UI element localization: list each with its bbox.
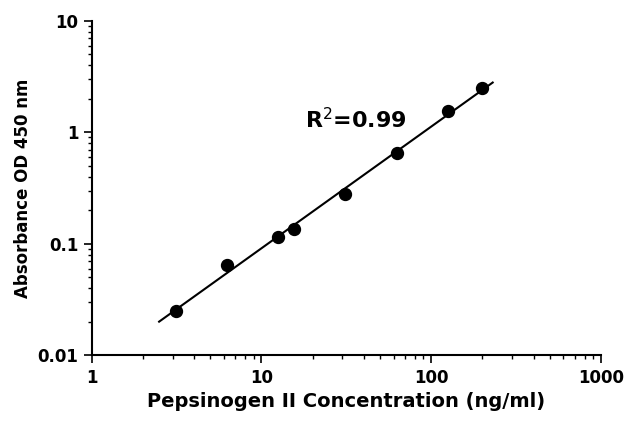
Point xyxy=(221,261,232,268)
Point xyxy=(272,234,283,241)
Point xyxy=(477,85,487,91)
Y-axis label: Absorbance OD 450 nm: Absorbance OD 450 nm xyxy=(14,79,32,298)
Point xyxy=(170,308,181,314)
Point xyxy=(289,226,299,233)
Text: R$^2$=0.99: R$^2$=0.99 xyxy=(305,107,406,132)
Point xyxy=(340,191,350,198)
X-axis label: Pepsinogen II Concentration (ng/ml): Pepsinogen II Concentration (ng/ml) xyxy=(147,392,545,411)
Point xyxy=(443,108,453,115)
Point xyxy=(392,150,402,157)
